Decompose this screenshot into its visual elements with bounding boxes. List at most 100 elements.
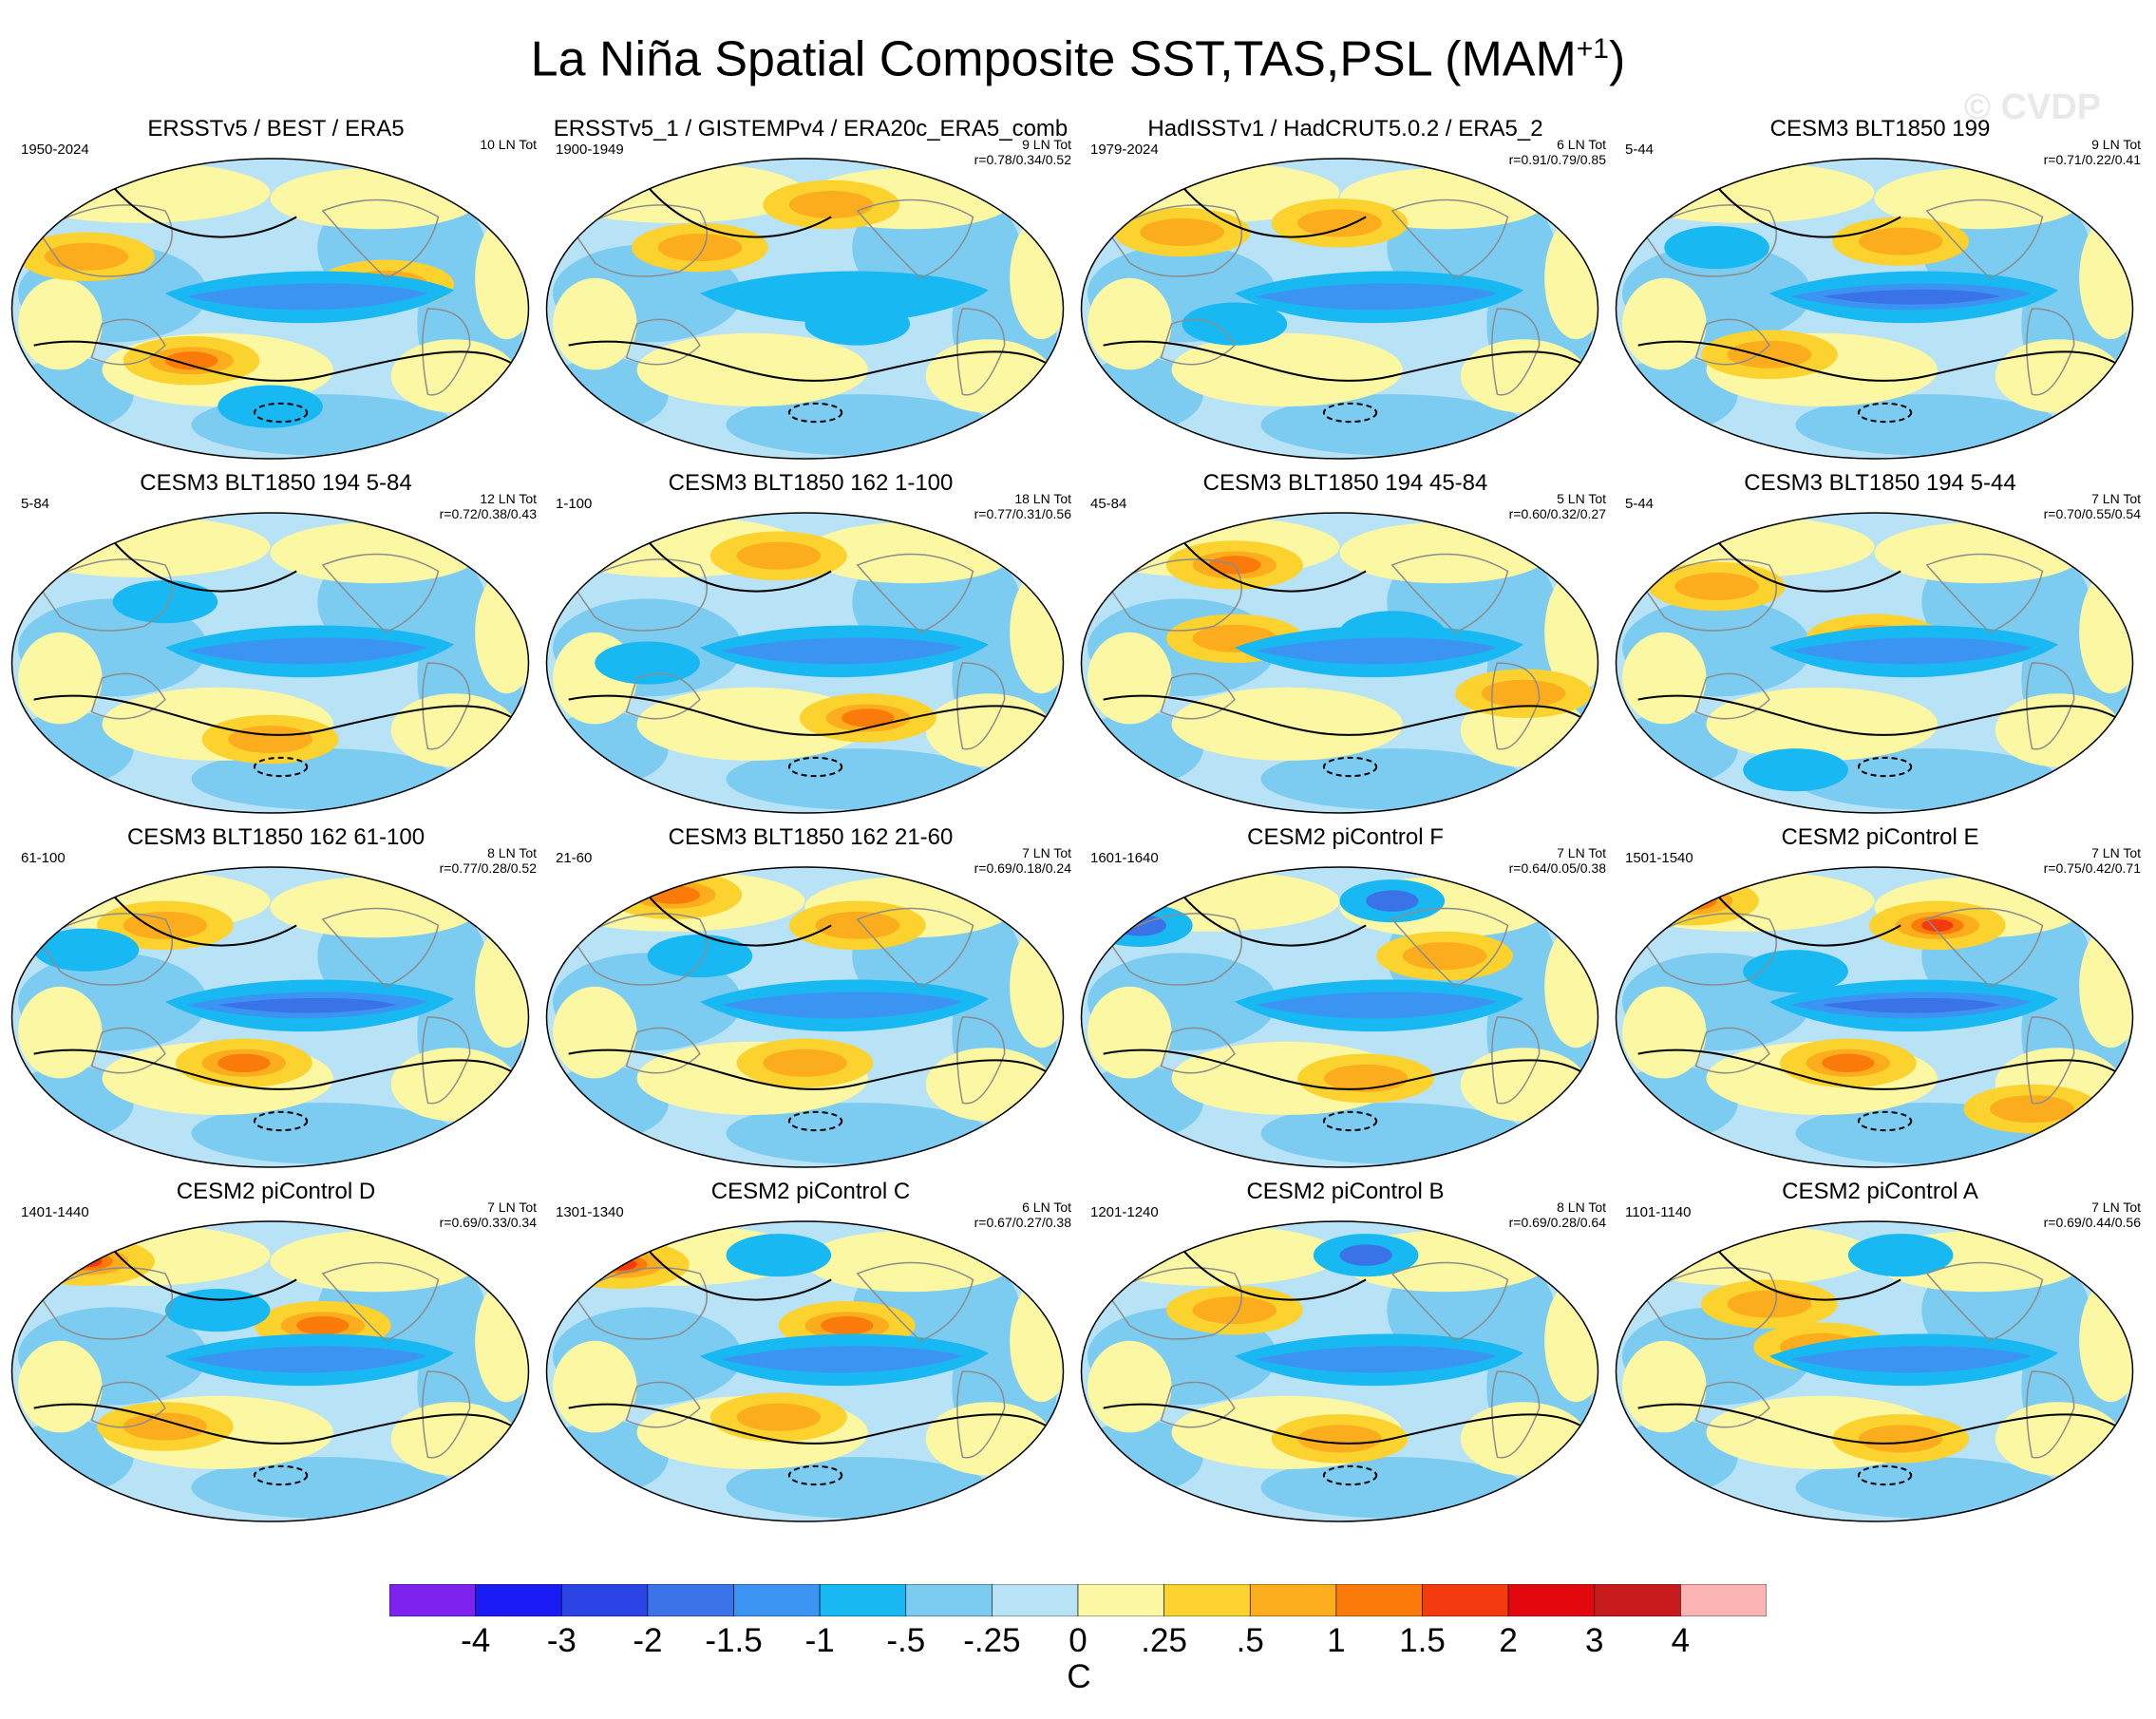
colorbar-tick-label: -1.5 [705, 1622, 763, 1659]
map-svg [1615, 158, 2134, 460]
panel-title: CESM2 piControl D [176, 1179, 376, 1204]
panel-event-count: 7 LN Tot r=0.69/0.44/0.56 [2043, 1200, 2141, 1230]
map-svg [545, 158, 1065, 460]
panel-title: CESM3 BLT1850 162 21-60 [668, 824, 954, 850]
panel-event-count: 6 LN Tot r=0.91/0.79/0.85 [1508, 137, 1606, 167]
colorbar-tick-label: 2 [1499, 1622, 1518, 1659]
panel-title: CESM2 piControl E [1781, 824, 1979, 850]
panel-event-count: 12 LN Tot r=0.72/0.38/0.43 [439, 491, 537, 521]
colorbar-tick-label: -.5 [886, 1622, 926, 1659]
panel-event-count: 6 LN Tot r=0.67/0.27/0.38 [974, 1200, 1071, 1230]
map-panel: CESM3 BLT1850 162 21-60 21-60 7 LN Tot r=0.… [542, 824, 1079, 1204]
panel-period: 1301-1340 [556, 1204, 624, 1220]
map-panel: CESM2 piControl F 1601-1640 7 LN Tot r=0.64… [1077, 824, 1614, 1204]
map-panel: CESM2 piControl B 1201-1240 8 LN Tot r=0.69… [1077, 1179, 1614, 1558]
colorbar-box [1249, 1584, 1337, 1616]
panel-period: 1601-1640 [1090, 850, 1159, 866]
panel-title: ERSSTv5_1 / GISTEMPv4 / ERA20c_ERA5_comb [553, 116, 1069, 142]
watermark: © CVDP [1964, 87, 2102, 127]
map-panel: CESM2 piControl D 1401-1440 7 LN Tot r=0.69… [8, 1179, 544, 1558]
colorbar-tick-label: -4 [461, 1622, 491, 1659]
panel-title: CESM3 BLT1850 194 5-44 [1744, 470, 2016, 496]
figure-title: La Niña Spatial Composite SST,TAS,PSL (M… [530, 31, 1626, 87]
colorbar-box [733, 1584, 821, 1616]
colorbar-tick-label: -2 [633, 1622, 663, 1659]
panel-period: 45-84 [1090, 496, 1127, 512]
panel-period: 1401-1440 [21, 1204, 89, 1220]
colorbar-box [819, 1584, 907, 1616]
map-svg [10, 866, 530, 1168]
panel-event-count: 5 LN Tot r=0.60/0.32/0.27 [1508, 491, 1606, 521]
panel-title: CESM3 BLT1850 162 1-100 [668, 470, 954, 496]
panel-period: 1900-1949 [556, 142, 624, 158]
panel-period: 1950-2024 [21, 142, 89, 158]
map-svg [545, 512, 1065, 814]
map-svg [10, 158, 530, 460]
colorbar-box [1507, 1584, 1596, 1616]
colorbar-box [1077, 1584, 1164, 1616]
panel-title: CESM2 piControl A [1782, 1179, 1978, 1204]
panel-period: 61-100 [21, 850, 66, 866]
map-panel: CESM3 BLT1850 199 5-44 9 LN Tot r=0.71/0.22… [1612, 116, 2148, 496]
panel-event-count: 7 LN Tot r=0.70/0.55/0.54 [2043, 491, 2141, 521]
map-svg [1615, 1220, 2134, 1522]
colorbar-box [389, 1584, 476, 1616]
map-svg [1080, 866, 1599, 1168]
colorbar-box [992, 1584, 1079, 1616]
panel-period: 1101-1140 [1625, 1204, 1692, 1220]
map-panel: HadISSTv1 / HadCRUT5.0.2 / ERA5_2 1979-20… [1077, 116, 1614, 496]
panel-period: 1201-1240 [1090, 1204, 1159, 1220]
panel-period: 21-60 [556, 850, 593, 866]
map-panel: CESM2 piControl E 1501-1540 7 LN Tot r=0.75… [1612, 824, 2148, 1204]
colorbar-box [1335, 1584, 1423, 1616]
colorbar-box [905, 1584, 993, 1616]
colorbar-tick-label: 1.5 [1399, 1622, 1446, 1659]
colorbar-units: C [1067, 1658, 1091, 1695]
map-svg [10, 1220, 530, 1522]
panel-title: CESM2 piControl C [710, 1179, 911, 1204]
colorbar-tick-label: 3 [1585, 1622, 1604, 1659]
colorbar-tick-label: 1 [1327, 1622, 1346, 1659]
colorbar-box [1680, 1584, 1767, 1616]
map-svg [545, 1220, 1065, 1522]
map-svg [545, 866, 1065, 1168]
map-svg [1615, 512, 2134, 814]
colorbar-tick-label: 0 [1069, 1622, 1087, 1659]
panel-period: 5-44 [1625, 496, 1655, 512]
map-panel: ERSSTv5 / BEST / ERA5 1950-2024 10 LN Tot [8, 116, 544, 496]
map-svg [1080, 1220, 1599, 1522]
panel-event-count: 10 LN Tot [480, 137, 537, 152]
colorbar-tick-label: -1 [804, 1622, 835, 1659]
colorbar-box [1594, 1584, 1681, 1616]
map-svg [1080, 158, 1599, 460]
colorbar-tick-label: -3 [546, 1622, 577, 1659]
panel-title: CESM3 BLT1850 194 45-84 [1202, 470, 1488, 496]
colorbar-box [475, 1584, 562, 1616]
panel-event-count: 9 LN Tot r=0.78/0.34/0.52 [974, 137, 1071, 167]
colorbar-box [560, 1584, 649, 1616]
colorbar [389, 1584, 1767, 1616]
panel-period: 5-84 [21, 496, 50, 512]
colorbar-tick-label: .5 [1236, 1622, 1264, 1659]
map-panel: CESM3 BLT1850 194 5-84 5-84 12 LN Tot r=0.7… [8, 470, 544, 850]
map-panel: CESM3 BLT1850 162 1-100 1-100 18 LN Tot r=0… [542, 470, 1079, 850]
panel-title: HadISSTv1 / HadCRUT5.0.2 / ERA5_2 [1147, 116, 1543, 142]
colorbar-box [1422, 1584, 1509, 1616]
panel-title: CESM3 BLT1850 194 5-84 [140, 470, 412, 496]
map-svg [1080, 512, 1599, 814]
colorbar-box [647, 1584, 734, 1616]
colorbar-tick-label: -.25 [963, 1622, 1021, 1659]
panel-title: CESM2 piControl F [1247, 824, 1444, 850]
panel-event-count: 7 LN Tot r=0.69/0.33/0.34 [439, 1200, 537, 1230]
map-panel: CESM3 BLT1850 194 45-84 45-84 5 LN Tot r=0.… [1077, 470, 1614, 850]
map-panel: CESM2 piControl C 1301-1340 6 LN Tot r=0.67… [542, 1179, 1079, 1558]
panel-title: CESM3 BLT1850 162 61-100 [126, 824, 426, 850]
panel-event-count: 7 LN Tot r=0.69/0.18/0.24 [974, 845, 1071, 876]
map-panel: CESM3 BLT1850 162 61-100 61-100 8 LN Tot r=… [8, 824, 544, 1204]
colorbar-box [1163, 1584, 1251, 1616]
colorbar-tick-label: 4 [1671, 1622, 1691, 1659]
panel-period: 1-100 [556, 496, 593, 512]
panel-event-count: 18 LN Tot r=0.77/0.31/0.56 [974, 491, 1071, 521]
panel-event-count: 8 LN Tot r=0.69/0.28/0.64 [1508, 1200, 1606, 1230]
panel-title: CESM2 piControl B [1246, 1179, 1445, 1204]
